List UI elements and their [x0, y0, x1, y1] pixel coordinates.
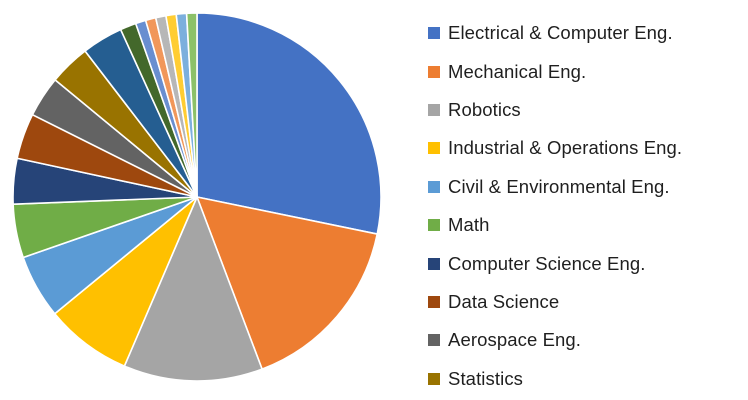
legend-swatch	[428, 65, 440, 78]
legend-item: Aerospace Eng.	[428, 321, 682, 359]
legend-swatch	[428, 295, 440, 308]
legend-label: Industrial & Operations Eng.	[448, 137, 683, 159]
legend-item: Electrical & Computer Eng.	[428, 14, 682, 52]
legend-swatch	[428, 27, 440, 40]
legend-item: Industrial & Operations Eng.	[428, 129, 682, 167]
pie-slice	[185, 12, 198, 198]
legend-item: Math	[428, 206, 682, 244]
chart-legend: Electrical & Computer Eng. Mechanical Eng…	[428, 14, 682, 398]
legend-label: Computer Science Eng.	[448, 252, 646, 274]
pie-slice	[196, 12, 382, 235]
legend-item: Robotics	[428, 91, 682, 129]
legend-item: Civil & Environmental Eng.	[428, 168, 682, 206]
pie-slice	[123, 196, 263, 382]
legend-label: Robotics	[448, 98, 521, 120]
legend-label: Data Science	[448, 290, 560, 312]
legend-swatch	[428, 219, 440, 232]
legend-label: Math	[448, 214, 490, 236]
pie-slice	[196, 196, 379, 370]
legend-label: Aerospace Eng.	[448, 329, 582, 351]
pie-slices	[12, 12, 382, 382]
legend-item: Mechanical Eng.	[428, 52, 682, 90]
legend-label: Statistics	[448, 367, 524, 389]
legend-label: Electrical & Computer Eng.	[448, 22, 673, 44]
legend-swatch	[428, 334, 440, 347]
legend-swatch	[428, 257, 440, 270]
legend-item: Data Science	[428, 283, 682, 321]
legend-swatch	[428, 180, 440, 193]
legend-swatch	[428, 372, 440, 385]
legend-label: Mechanical Eng.	[448, 60, 587, 82]
legend-swatch	[428, 103, 440, 116]
legend-label: Civil & Environmental Eng.	[448, 175, 670, 197]
legend-swatch	[428, 142, 440, 155]
legend-item: Statistics	[428, 360, 682, 398]
legend-item: Computer Science Eng.	[428, 244, 682, 282]
